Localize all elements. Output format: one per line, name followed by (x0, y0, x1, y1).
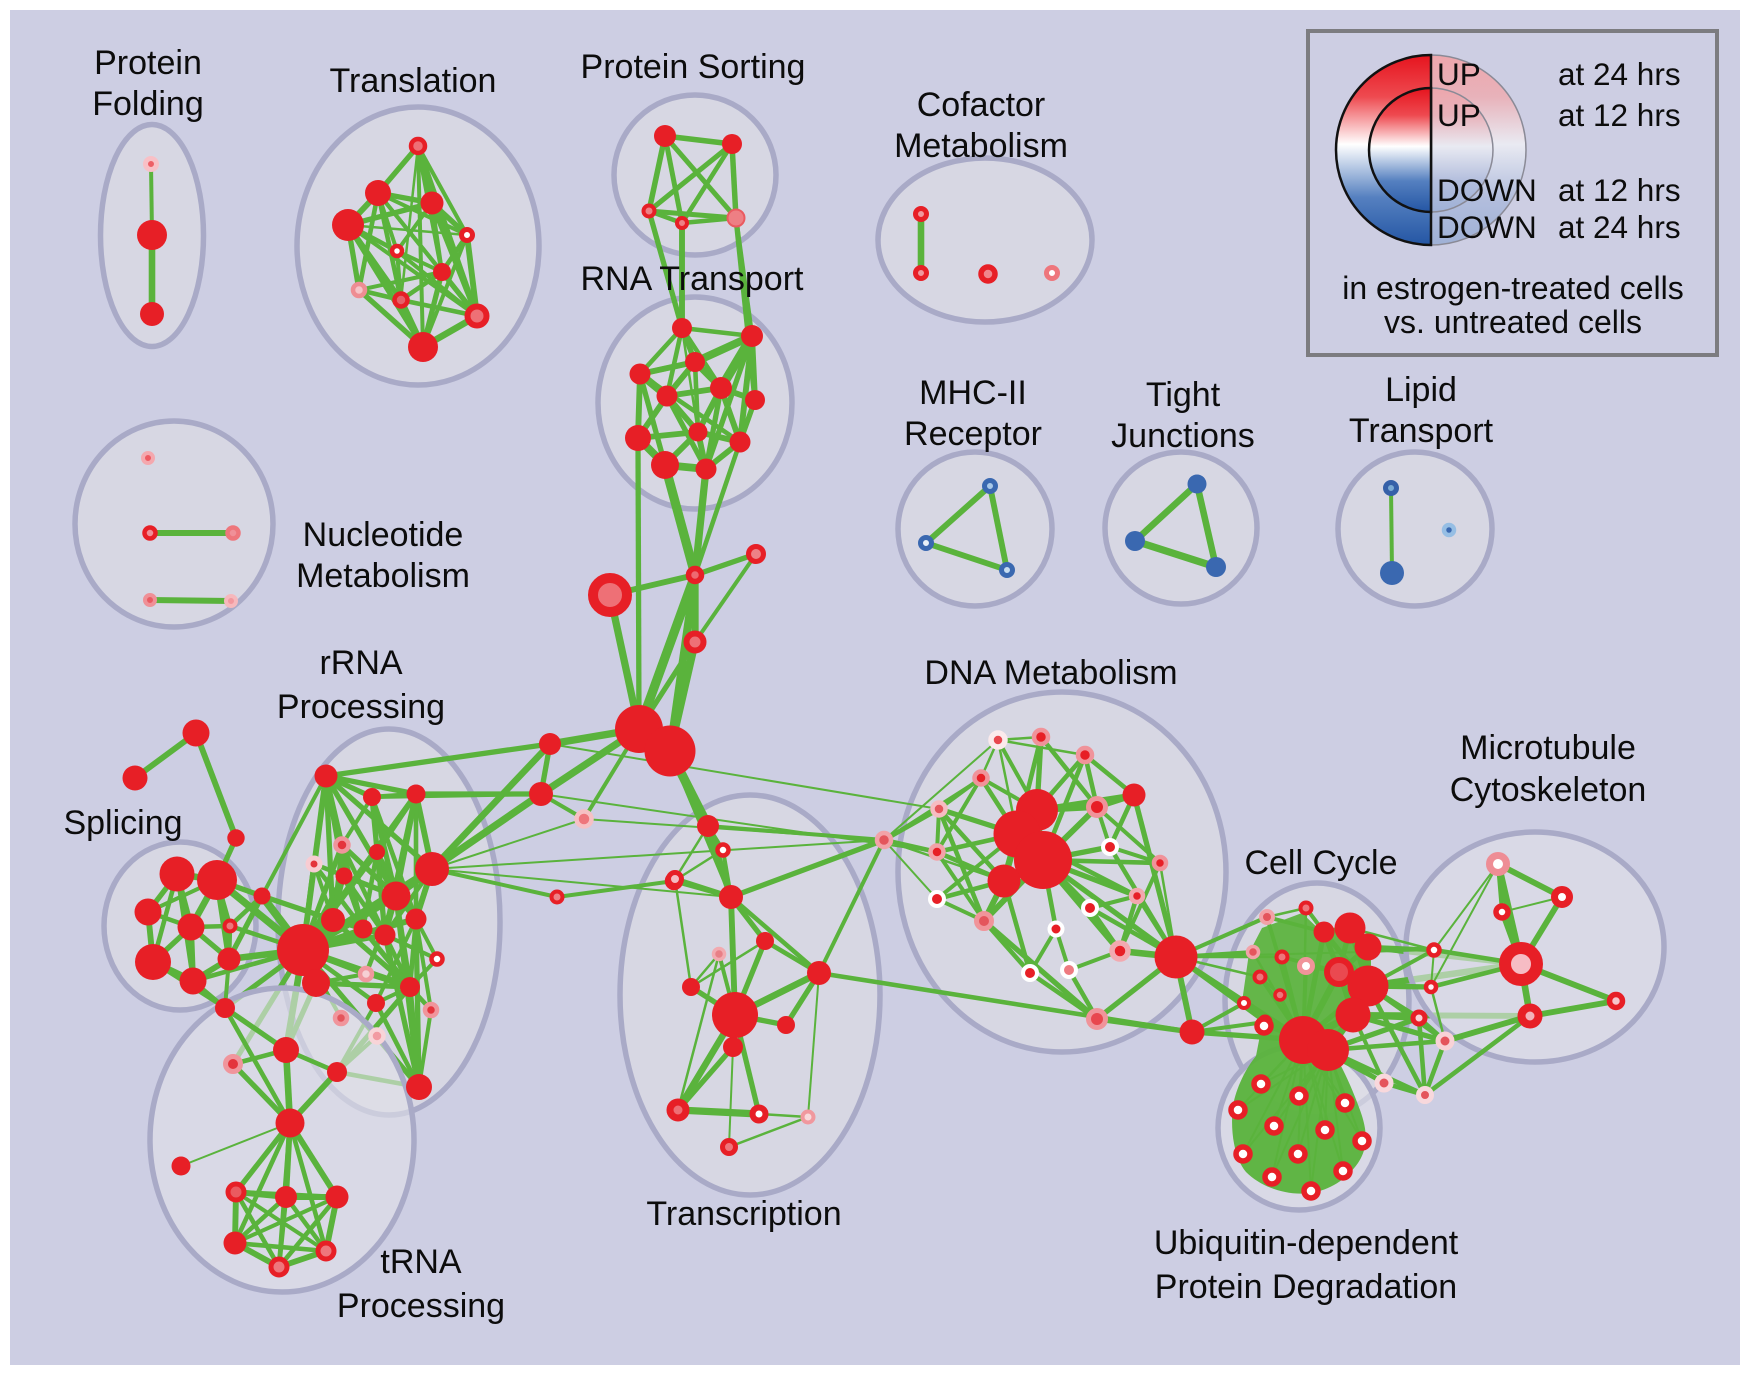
svg-text:RNA Transport: RNA Transport (581, 260, 805, 298)
svg-text:Splicing: Splicing (63, 804, 182, 842)
svg-text:Metabolism: Metabolism (296, 557, 470, 595)
svg-text:DOWN: DOWN (1437, 172, 1537, 208)
svg-text:Processing: Processing (277, 688, 445, 726)
svg-text:Translation: Translation (330, 62, 497, 100)
svg-text:DOWN: DOWN (1437, 209, 1537, 245)
svg-text:tRNA: tRNA (380, 1243, 462, 1281)
svg-text:Microtubule: Microtubule (1460, 729, 1636, 767)
svg-text:Receptor: Receptor (904, 415, 1042, 453)
svg-text:Lipid: Lipid (1385, 371, 1457, 409)
svg-text:vs. untreated cells: vs. untreated cells (1384, 304, 1642, 340)
svg-text:at 12 hrs: at 12 hrs (1558, 172, 1681, 208)
svg-text:UP: UP (1437, 97, 1481, 133)
svg-text:Cytoskeleton: Cytoskeleton (1450, 771, 1647, 809)
svg-text:Processing: Processing (337, 1287, 505, 1325)
svg-text:at 24 hrs: at 24 hrs (1558, 209, 1681, 245)
svg-text:Tight: Tight (1146, 376, 1221, 414)
svg-text:at 24 hrs: at 24 hrs (1558, 56, 1681, 92)
svg-text:Protein Degradation: Protein Degradation (1155, 1268, 1457, 1306)
svg-text:UP: UP (1437, 56, 1481, 92)
svg-text:Protein Sorting: Protein Sorting (581, 48, 806, 86)
svg-text:Protein: Protein (94, 44, 202, 82)
svg-text:Ubiquitin-dependent: Ubiquitin-dependent (1154, 1224, 1459, 1262)
svg-text:rRNA: rRNA (319, 644, 402, 682)
svg-text:Junctions: Junctions (1111, 417, 1255, 455)
svg-text:MHC-II: MHC-II (919, 374, 1027, 412)
svg-text:Transcription: Transcription (646, 1195, 841, 1233)
svg-text:Folding: Folding (92, 85, 204, 123)
svg-text:Cell Cycle: Cell Cycle (1244, 844, 1397, 882)
svg-text:Transport: Transport (1349, 412, 1494, 450)
svg-text:Nucleotide: Nucleotide (303, 516, 464, 554)
svg-text:Metabolism: Metabolism (894, 127, 1068, 165)
svg-text:DNA Metabolism: DNA Metabolism (924, 654, 1177, 692)
svg-text:Cofactor: Cofactor (917, 86, 1046, 124)
svg-text:in estrogen-treated cells: in estrogen-treated cells (1342, 270, 1684, 306)
svg-text:at 12 hrs: at 12 hrs (1558, 97, 1681, 133)
